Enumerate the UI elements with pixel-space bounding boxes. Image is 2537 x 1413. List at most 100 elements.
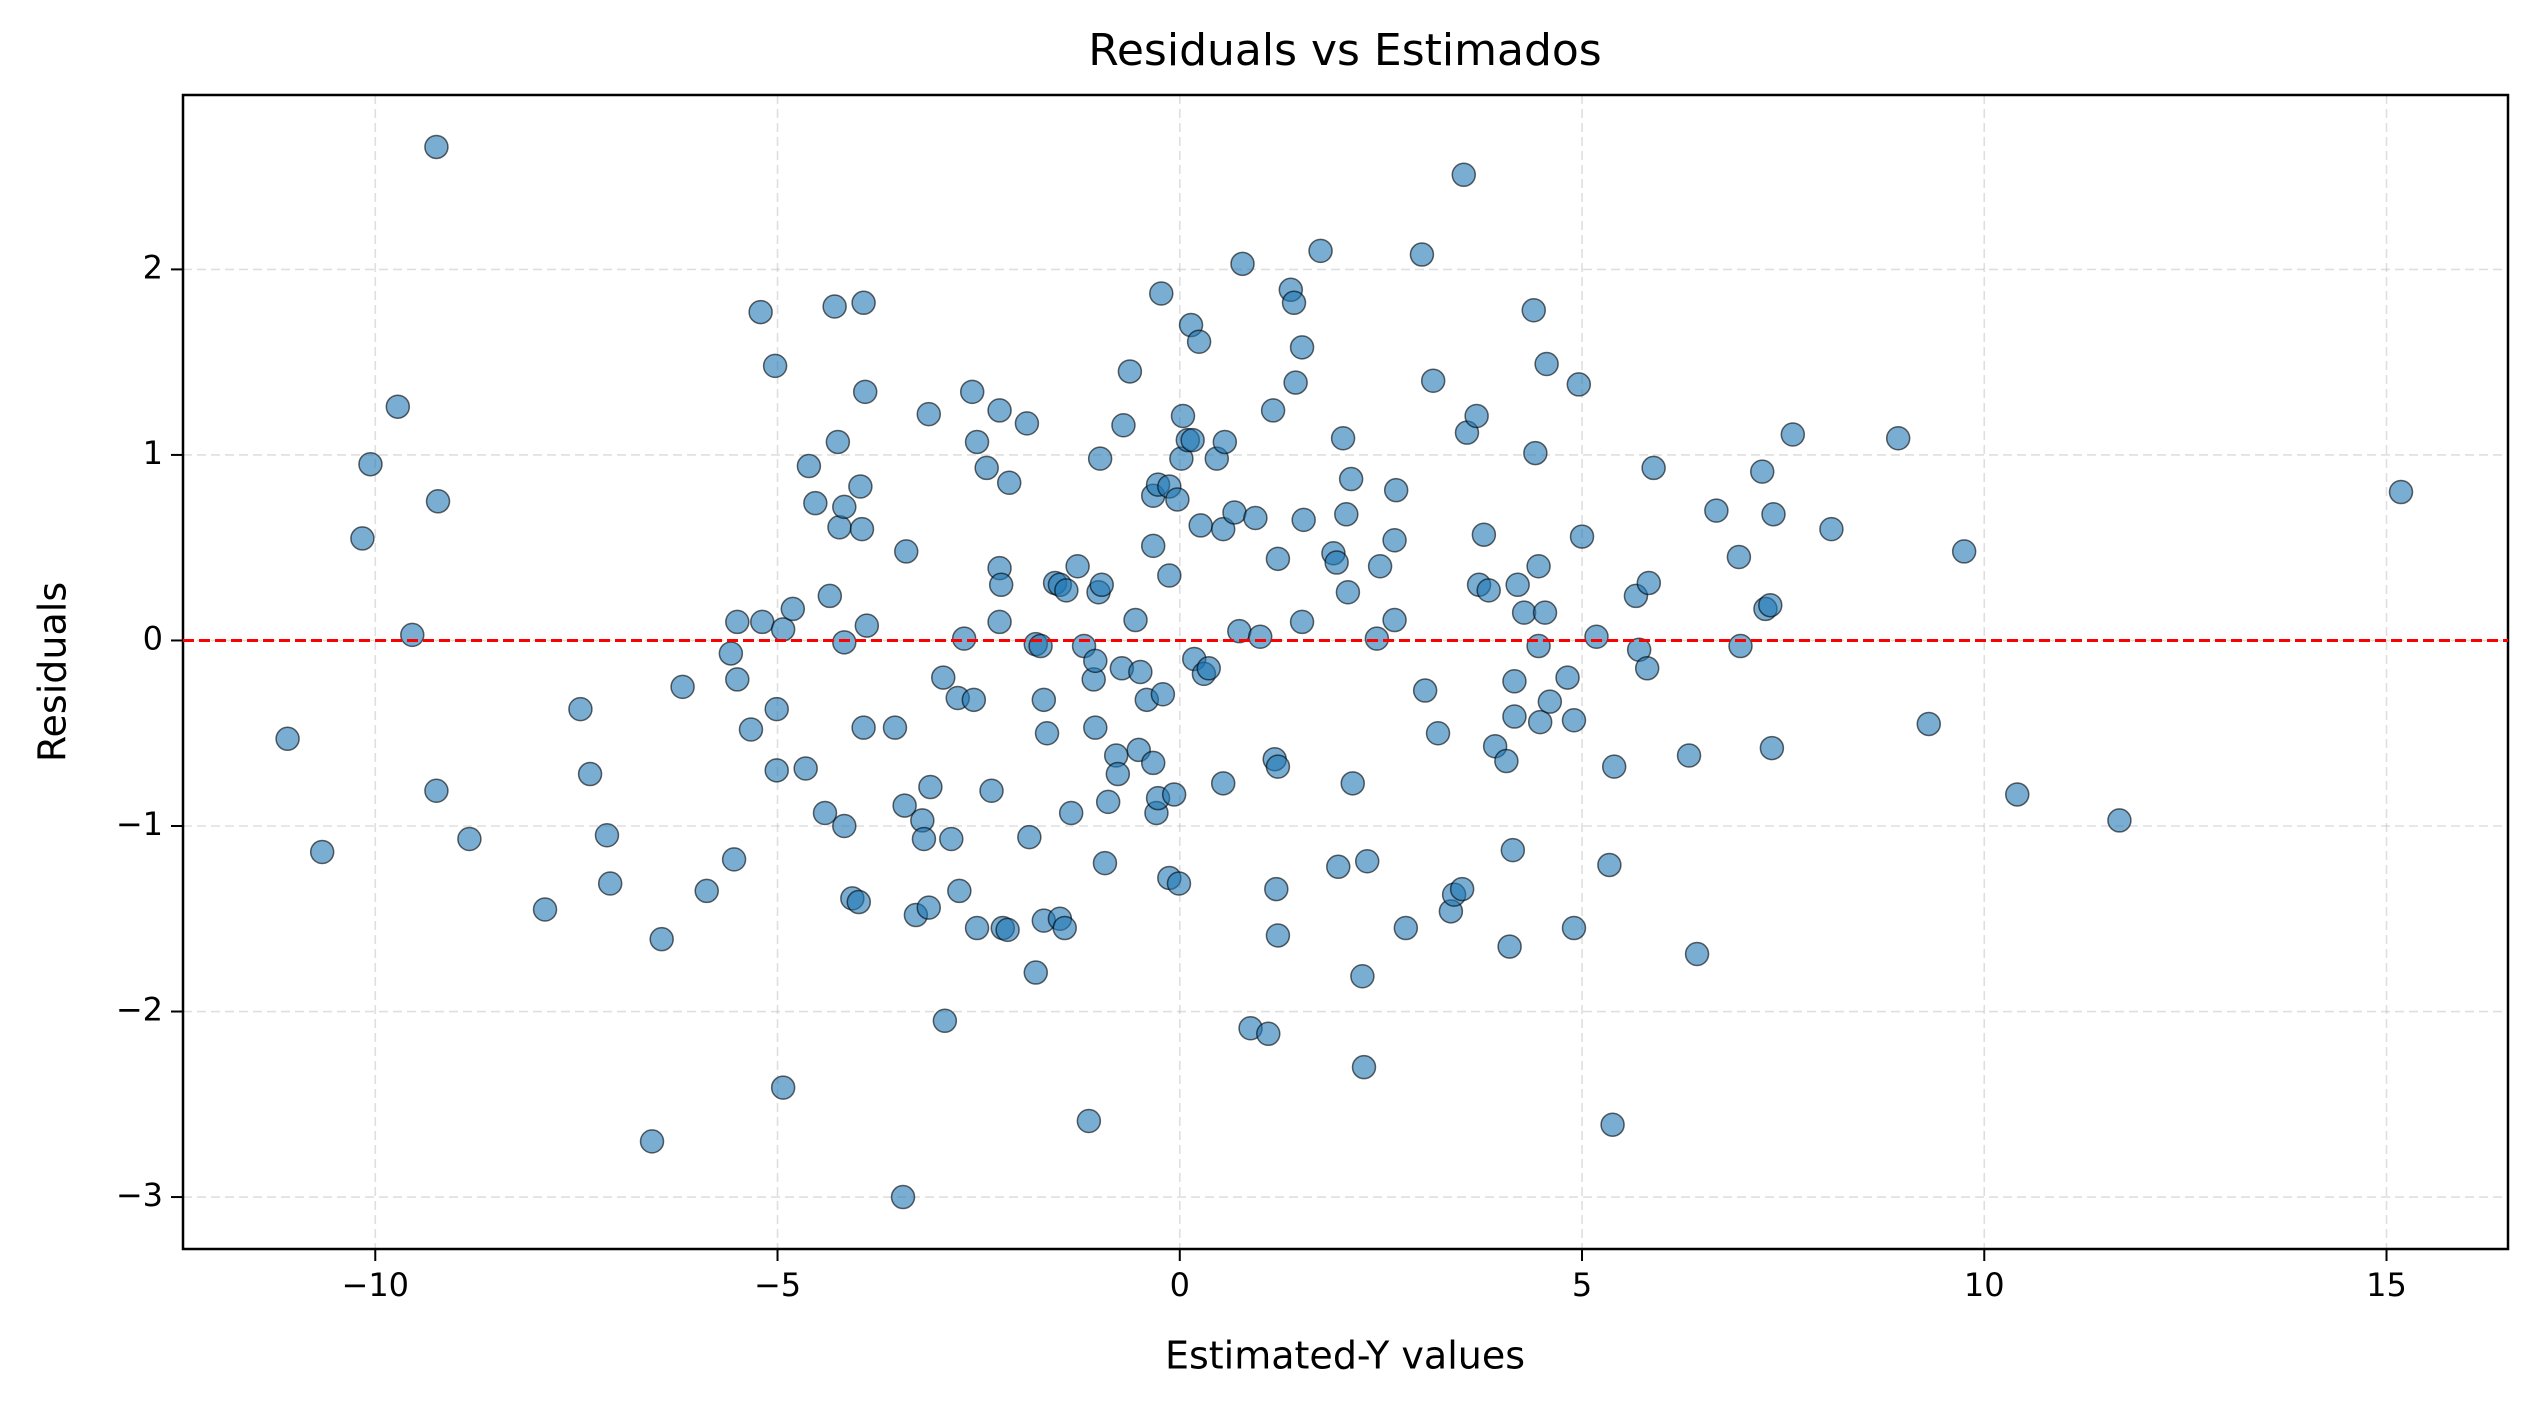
point [1243,505,1268,531]
point [749,609,775,635]
point [959,379,985,405]
point [793,756,818,781]
point [1749,459,1775,484]
point [770,1075,796,1100]
point [1584,624,1609,649]
point [1351,1054,1377,1080]
point [1497,934,1522,959]
point [796,453,822,479]
point [1308,238,1333,264]
point [721,847,747,872]
point [1335,579,1361,605]
point [762,353,788,379]
point [822,294,847,319]
point [1034,720,1060,746]
point [1326,854,1351,880]
point [846,889,872,915]
point [738,717,764,742]
point [1916,711,1942,737]
point [1597,852,1622,878]
point [1566,372,1592,397]
point [1502,704,1527,729]
point [568,696,593,722]
y-tick-label: 1 [143,434,163,472]
point [275,726,300,752]
point [1561,915,1587,941]
point [951,626,977,651]
point [1265,546,1291,572]
point [996,470,1022,496]
x-tick-label: −5 [754,1266,801,1304]
point [1095,789,1121,815]
point [1383,477,1409,503]
point [1089,572,1114,598]
point [1684,941,1710,967]
point [1382,607,1407,633]
point [892,793,917,818]
point [1636,570,1662,596]
point [1186,329,1212,355]
point [854,613,880,638]
point [1058,800,1084,826]
point [1117,359,1143,384]
point [1704,498,1729,523]
point [1502,669,1527,694]
point [1180,427,1205,453]
y-axis-label: Residuals [31,582,75,762]
point [1759,735,1785,761]
point [309,839,335,865]
point [1527,709,1553,735]
point [882,715,908,740]
point [1409,242,1435,267]
point [1289,609,1315,635]
plot-frame [181,93,2510,1251]
point [1569,524,1595,549]
point [1500,837,1526,863]
point [1123,607,1148,633]
point [995,917,1020,943]
point [770,617,796,642]
point [639,1129,665,1154]
point [1367,553,1393,579]
point [1537,689,1563,714]
point [748,299,773,325]
point [1561,707,1587,733]
point [1210,771,1236,796]
point [2388,479,2414,505]
point [1023,960,1049,985]
point [1555,665,1580,690]
point [1212,429,1238,455]
point [851,290,876,316]
point [1526,553,1551,579]
point [1014,411,1040,436]
point [1196,656,1221,681]
point [694,878,719,904]
point [1523,440,1548,466]
point [725,667,750,692]
point [1532,600,1558,625]
point [1076,1108,1102,1134]
grid [183,95,2508,1249]
point [1393,915,1419,941]
point [825,429,851,455]
point [1140,750,1166,776]
chart-title: Residuals vs Estimados [1088,25,1601,76]
point [1265,923,1291,948]
point [817,583,843,609]
point [400,622,425,648]
point [1188,513,1213,538]
point [1324,550,1349,575]
point [988,572,1014,598]
point [1885,425,1911,451]
point [1412,678,1438,703]
point [2107,808,2132,833]
point [1222,500,1247,525]
point [1758,592,1783,618]
point [918,774,943,800]
point [1676,743,1702,768]
y-tick-label: 0 [143,619,163,657]
point [1641,455,1666,481]
point [1017,824,1042,850]
point [2005,782,2030,807]
point [1511,600,1537,625]
